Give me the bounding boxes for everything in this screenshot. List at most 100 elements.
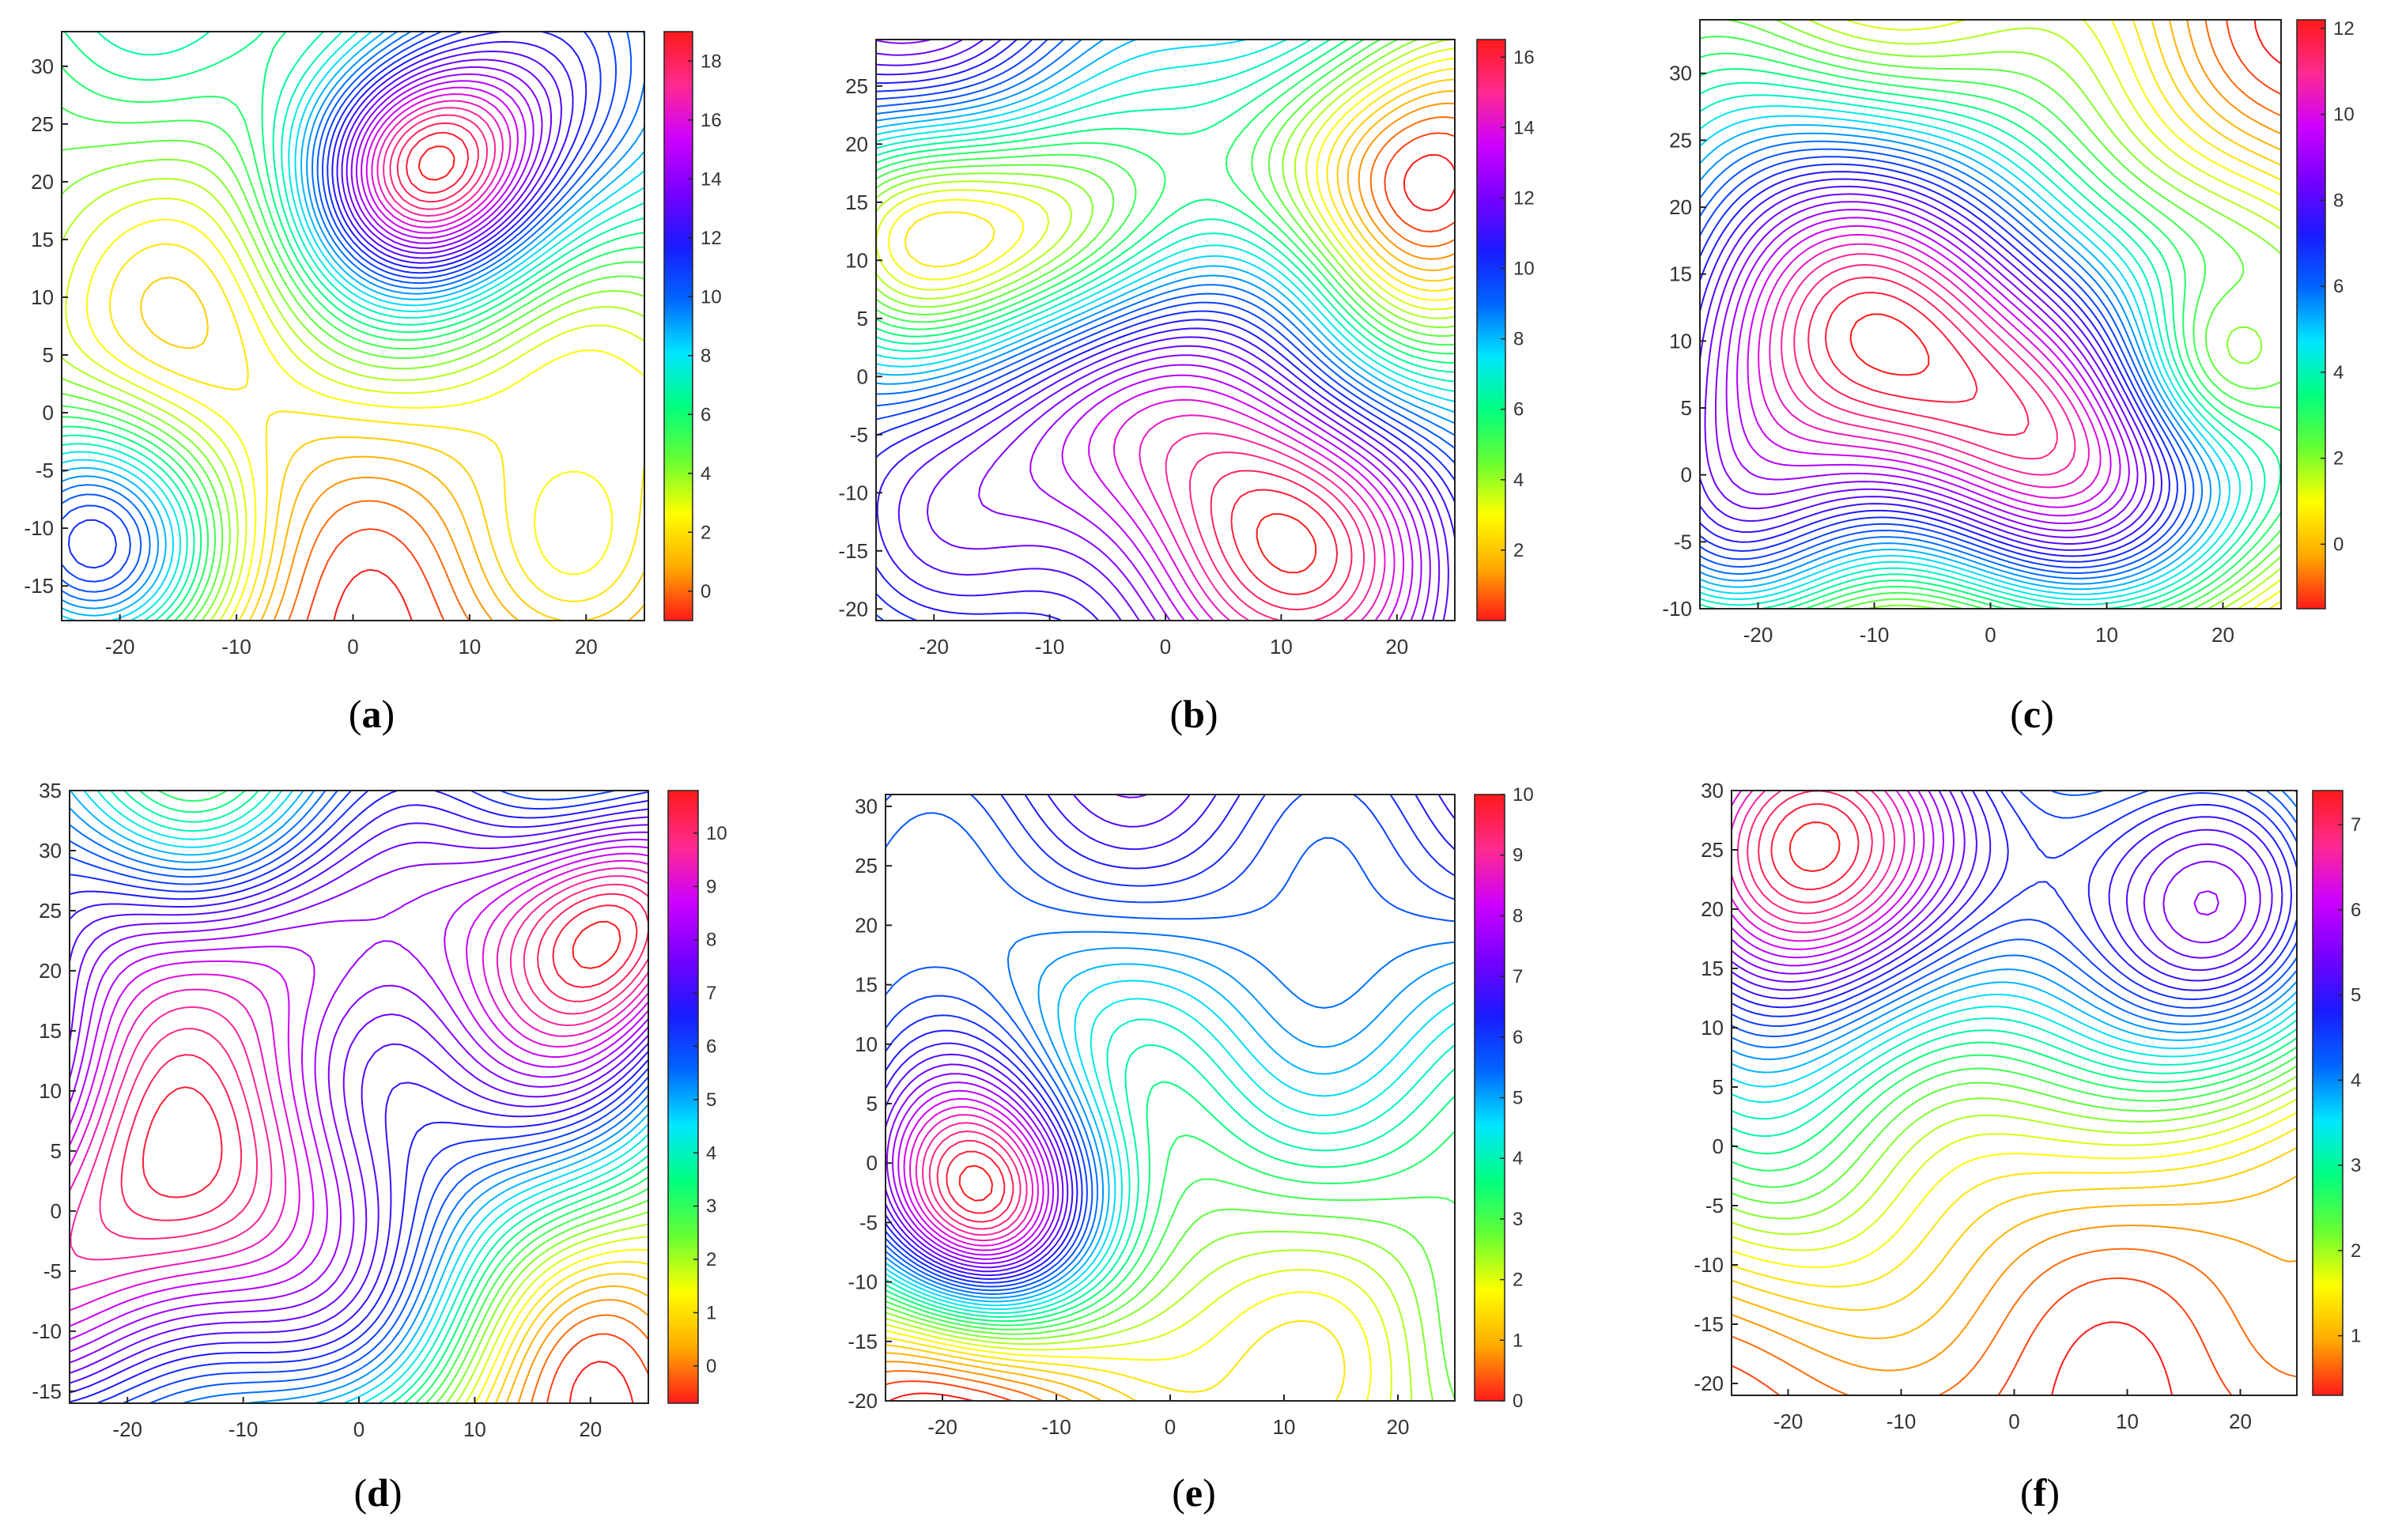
contour-level: [1732, 791, 2297, 1048]
y-tick-label: -5: [43, 1259, 62, 1283]
colorbar-tick-label: 8: [2333, 190, 2344, 211]
contour-level: [70, 791, 648, 1403]
contour-level: [70, 791, 648, 1403]
colorbar-tick-label: 4: [1513, 1148, 1523, 1169]
colorbar-tick-label: 9: [1513, 845, 1523, 866]
y-tick-label: -20: [838, 597, 868, 621]
colorbar-tick-label: 18: [701, 51, 722, 72]
contour-level: [158, 791, 648, 1403]
x-tick-label: 20: [579, 1417, 602, 1441]
contour-level: [1725, 209, 2130, 525]
contour-lines: [1700, 20, 2281, 609]
contour-level: [120, 893, 648, 1221]
contour-level: [70, 838, 648, 1353]
contour-level: [1758, 791, 1873, 904]
contour-level: [396, 122, 479, 203]
panel-caption-letter: b: [1183, 692, 1205, 736]
contour-level: [484, 1261, 648, 1403]
colorbar-tick-label: 2: [701, 522, 711, 543]
y-tick-label: 0: [857, 364, 868, 388]
contour-level: [1346, 90, 1455, 272]
contour-level: [1732, 1277, 2233, 1395]
contour-level: [96, 791, 648, 1403]
contour-level: [425, 1187, 648, 1403]
y-tick-label: 10: [1701, 1016, 1724, 1040]
y-tick-label: 20: [39, 959, 62, 983]
colorbar-tick-label: 10: [706, 823, 727, 844]
panel-caption: (f): [2020, 1470, 2060, 1515]
contour-level: [1700, 81, 2266, 609]
contour-lines: [876, 40, 1455, 621]
colorbar-tick-label: 8: [1513, 329, 1524, 350]
contour-level: [886, 795, 1455, 1284]
contour-level: [1700, 178, 2163, 551]
x-tick-label: -20: [1773, 1410, 1803, 1433]
contour-level: [1732, 791, 1905, 934]
y-tick-label: 15: [1701, 957, 1724, 980]
contour-level: [1732, 1036, 2297, 1155]
panel-d: -20 -10 0 10 20 -15 -10 -5 0 5 10 15 20 25 30 35 0 1 2 3 4 5 6…: [32, 779, 727, 1515]
y-tick-label: -10: [838, 481, 868, 504]
colorbar-tick-label: 4: [706, 1142, 716, 1164]
panel-caption-letter: e: [1185, 1470, 1203, 1515]
y-tick-label: 15: [31, 228, 54, 251]
contour-level: [1808, 20, 2281, 609]
contour-level: [1700, 140, 2204, 579]
x-tick-label: -20: [105, 635, 135, 659]
colorbar-tick-label: 2: [706, 1249, 716, 1270]
contour-level: [70, 804, 648, 1394]
contour-level: [1732, 791, 2283, 1000]
contour-level: [110, 791, 648, 1403]
contour-level: [886, 1208, 1455, 1400]
contour-level: [936, 1139, 1014, 1223]
contour-level: [1732, 791, 2273, 991]
x-tick-label: -10: [1041, 1415, 1071, 1439]
contour-level: [331, 32, 587, 269]
contour-level: [889, 1392, 974, 1401]
contour-level: [1732, 1006, 2297, 1104]
contour-level: [1139, 414, 1386, 621]
contour-level: [1403, 154, 1455, 212]
y-tick-label: -10: [1662, 597, 1692, 621]
contour-level: [928, 1130, 1022, 1230]
contour-level: [876, 40, 1431, 621]
contour-level: [494, 1273, 648, 1403]
x-tick-label: 10: [463, 1417, 486, 1441]
y-tick-label: 5: [1713, 1075, 1724, 1099]
colorbar-tick-label: 7: [1513, 966, 1523, 987]
x-tick-label: 0: [1160, 635, 1171, 659]
contour-level: [1732, 791, 2261, 983]
contour-level: [1732, 791, 1925, 950]
contour-level: [1732, 1146, 2297, 1312]
x-tick-label: 10: [2095, 623, 2118, 647]
contour-level: [123, 791, 648, 1403]
x-tick-label: 20: [2229, 1410, 2252, 1433]
y-tick-label: 25: [855, 854, 878, 878]
y-tick-label: 30: [1669, 62, 1692, 85]
y-tick-label: 20: [855, 913, 878, 937]
colorbar-tick-label: 5: [2351, 985, 2361, 1006]
y-tick-label: -15: [848, 1330, 878, 1353]
contour-level: [2186, 20, 2281, 135]
y-tick-label: 5: [1681, 396, 1692, 420]
x-tick-label: -10: [1860, 623, 1890, 647]
contour-level: [333, 568, 413, 621]
colorbar-tick-label: 5: [706, 1089, 716, 1111]
contour-level: [1256, 513, 1317, 574]
contour-level: [336, 40, 574, 264]
colorbar: [667, 790, 699, 1404]
contour-level: [1700, 132, 2212, 585]
contour-lines: [62, 32, 644, 621]
y-tick-label: 10: [31, 285, 54, 309]
contour-level: [65, 198, 644, 621]
contour-level: [2253, 20, 2281, 65]
contour-level: [876, 40, 1455, 413]
contour-level: [142, 904, 638, 1198]
y-tick-label: -5: [1674, 530, 1692, 553]
y-tick-label: 30: [855, 795, 878, 818]
colorbar-tick-label: 8: [706, 930, 716, 951]
colorbar-tick-label: 2: [2333, 448, 2344, 470]
contour-level: [1700, 105, 2242, 601]
x-tick-label: -20: [927, 1415, 957, 1439]
x-tick-label: -20: [1743, 623, 1773, 647]
